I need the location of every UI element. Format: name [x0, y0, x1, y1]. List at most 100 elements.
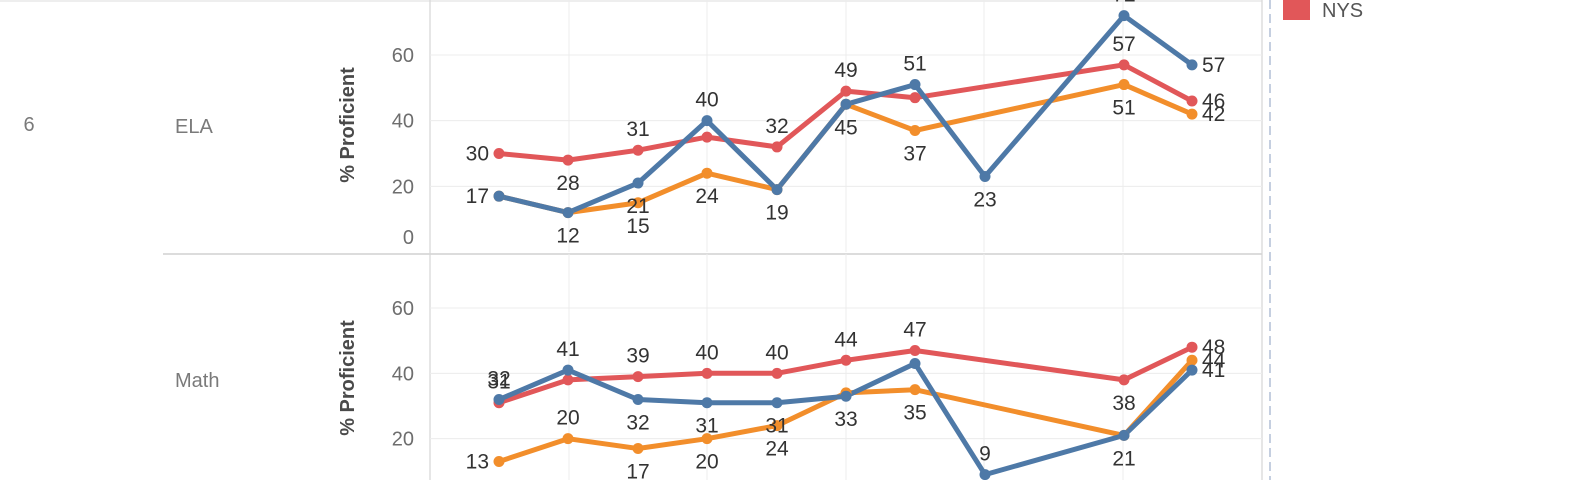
data-point[interactable]	[840, 98, 852, 110]
data-point[interactable]	[1186, 95, 1198, 107]
data-label: 9	[979, 443, 991, 466]
data-label: 44	[1202, 349, 1226, 372]
data-label: 20	[695, 451, 718, 474]
ela-panel: ELA % Proficient 0 20 40 60 30 28 31 32 49 57 46 1…	[175, 0, 1262, 252]
data-point[interactable]	[840, 354, 852, 366]
series-line	[496, 13, 1195, 216]
data-label: 23	[973, 188, 996, 211]
data-point[interactable]	[771, 184, 783, 196]
data-label: 21	[1112, 447, 1135, 470]
data-point[interactable]	[562, 207, 574, 219]
data-label: 47	[903, 318, 926, 341]
data-label: 31	[765, 415, 788, 438]
data-point[interactable]	[701, 115, 713, 127]
data-point[interactable]	[1186, 354, 1198, 366]
data-label: 45	[834, 116, 857, 139]
data-point[interactable]	[909, 384, 921, 396]
data-point[interactable]	[840, 85, 852, 97]
data-point[interactable]	[701, 167, 713, 179]
y-tick-label: 60	[392, 298, 414, 320]
data-point[interactable]	[562, 433, 574, 445]
series-line	[496, 361, 1195, 478]
data-point[interactable]	[909, 125, 921, 137]
data-point[interactable]	[771, 420, 783, 432]
y-axis-title-math: % Proficient	[337, 320, 359, 436]
data-point[interactable]	[632, 197, 644, 209]
data-point[interactable]	[701, 397, 713, 409]
data-point[interactable]	[701, 131, 713, 143]
data-point[interactable]	[632, 371, 644, 383]
data-label: 31	[695, 415, 718, 438]
data-label: 46	[1202, 90, 1225, 113]
data-point[interactable]	[1186, 59, 1198, 71]
data-label: 57	[1202, 54, 1225, 77]
y-tick-label: 20	[392, 176, 414, 198]
data-label: 57	[1112, 33, 1135, 56]
data-point[interactable]	[1118, 10, 1130, 22]
data-label: 12	[556, 225, 579, 248]
data-point[interactable]	[979, 170, 991, 182]
data-point[interactable]	[701, 367, 713, 379]
data-point[interactable]	[1118, 59, 1130, 71]
data-point[interactable]	[909, 79, 921, 91]
y-tick-label: 60	[392, 45, 414, 67]
data-point[interactable]	[493, 148, 505, 159]
data-label: 32	[626, 411, 649, 434]
data-point[interactable]	[562, 154, 574, 166]
data-point[interactable]	[632, 177, 644, 189]
y-tick-label: 20	[392, 429, 414, 451]
table-frame	[0, 0, 1271, 480]
data-point[interactable]	[701, 433, 713, 445]
data-point[interactable]	[1118, 374, 1130, 386]
subject-label-ela: ELA	[175, 116, 213, 138]
data-point[interactable]	[632, 144, 644, 156]
data-label: 31	[487, 371, 510, 394]
data-label: 51	[1112, 97, 1135, 120]
y-tick-label: 40	[392, 363, 414, 385]
data-point[interactable]	[493, 190, 505, 202]
data-label: 41	[1202, 359, 1225, 382]
subject-label-math: Math	[175, 370, 219, 392]
math-panel: Math % Proficient 20 40 60 31 39 40 40 44 47 38 4…	[175, 254, 1262, 480]
data-point[interactable]	[632, 393, 644, 405]
data-point[interactable]	[1118, 79, 1130, 91]
data-label: 37	[903, 143, 926, 166]
data-point[interactable]	[771, 397, 783, 409]
data-label: 30	[466, 143, 489, 166]
data-point[interactable]	[909, 92, 921, 104]
data-label: 24	[695, 185, 719, 208]
data-point[interactable]	[771, 367, 783, 379]
data-point[interactable]	[632, 442, 644, 454]
data-point[interactable]	[909, 344, 921, 356]
y-tick-label: 0	[403, 227, 414, 249]
data-label: 28	[556, 172, 579, 195]
data-point[interactable]	[562, 364, 574, 376]
data-point[interactable]	[840, 390, 852, 402]
data-point[interactable]	[979, 469, 991, 480]
data-point[interactable]	[909, 358, 921, 370]
data-point[interactable]	[1118, 429, 1130, 441]
data-point[interactable]	[1186, 341, 1198, 353]
data-label: 21	[626, 195, 649, 218]
data-label: 51	[903, 53, 926, 76]
data-label: 19	[765, 202, 788, 225]
data-point[interactable]	[562, 374, 574, 386]
data-point[interactable]	[493, 393, 505, 405]
data-point[interactable]	[493, 456, 505, 468]
data-point[interactable]	[771, 141, 783, 153]
y-axis-title-ela: % Proficient	[337, 67, 359, 183]
data-point[interactable]	[1186, 108, 1198, 120]
data-label: 33	[834, 408, 857, 431]
data-label: 15	[626, 215, 649, 238]
data-label: 31	[626, 118, 649, 141]
data-label: 35	[903, 402, 926, 425]
y-tick-label: 40	[392, 111, 414, 133]
data-label: 72	[1112, 0, 1135, 7]
data-point[interactable]	[1186, 364, 1198, 376]
data-label: 38	[1112, 392, 1135, 415]
data-label: 40	[695, 341, 718, 364]
data-label: 44	[834, 328, 858, 351]
data-label: 41	[556, 338, 579, 361]
data-label: 17	[626, 460, 649, 480]
